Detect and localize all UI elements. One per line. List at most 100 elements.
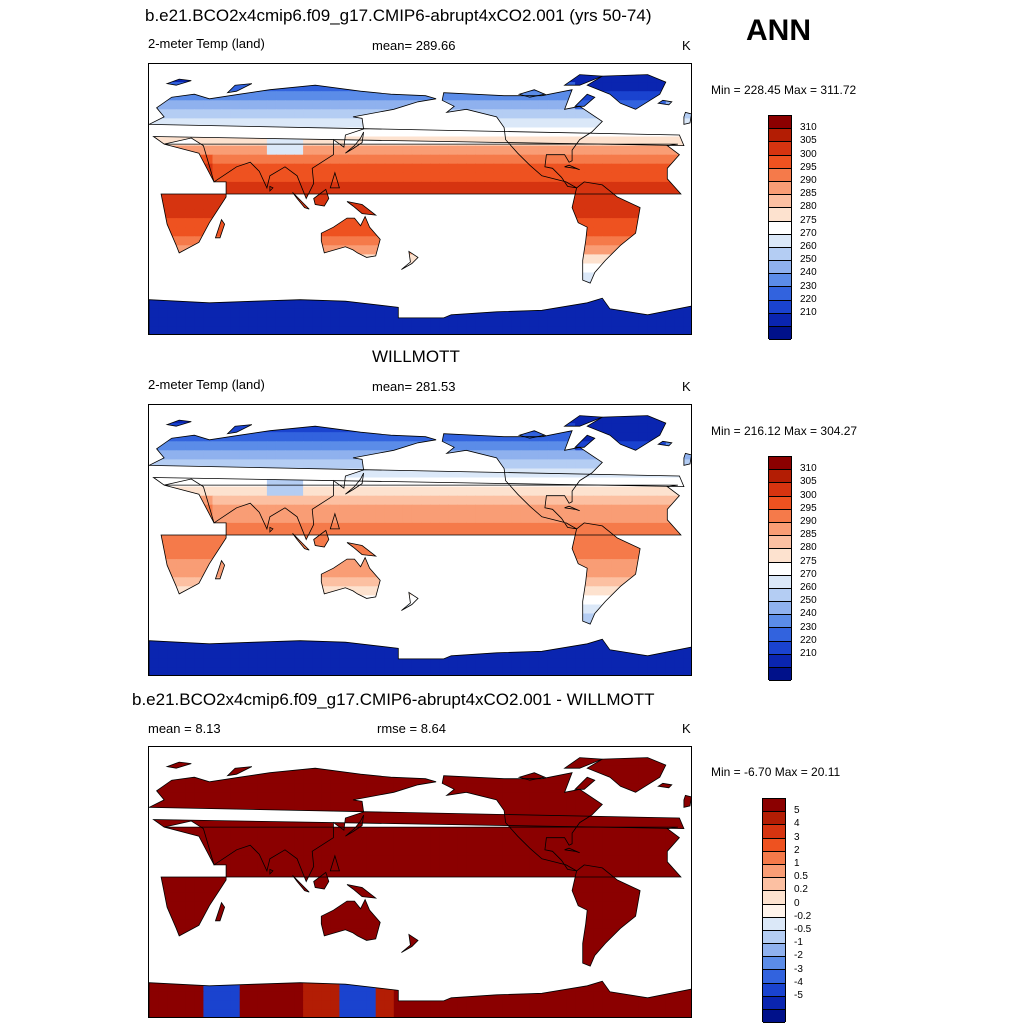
- colorbar-tick-label: 260: [800, 582, 817, 593]
- panel-1-mean-label: mean= 289.66: [372, 38, 456, 53]
- panel-3-mean-label: mean = 8.13: [148, 721, 221, 736]
- colorbar-swatch: [769, 313, 791, 327]
- colorbar-swatch: [769, 155, 791, 169]
- coastlines: [149, 74, 691, 334]
- colorbar-swatch: [763, 917, 785, 931]
- colorbar-tick-label: 250: [800, 254, 817, 266]
- colorbar-swatch: [769, 195, 791, 209]
- colorbar-swatch: [769, 641, 791, 655]
- colorbar-tick-label: 0.5: [794, 871, 808, 883]
- colorbar-swatch: [769, 549, 791, 563]
- colorbar-tick-label: 210: [800, 307, 817, 318]
- colorbar-swatch: [763, 891, 785, 905]
- colorbar-swatch: [769, 470, 791, 484]
- colorbar-tick-label: 275: [800, 555, 817, 567]
- colorbar-swatch: [763, 970, 785, 984]
- colorbar-swatch: [769, 654, 791, 668]
- colorbar-swatch: [769, 615, 791, 629]
- colorbar-swatches: [762, 798, 786, 1024]
- panel-3-map: [148, 746, 692, 1018]
- colorbar-tick-label: 220: [800, 293, 817, 305]
- colorbar-tick-label: 270: [800, 227, 817, 239]
- panel-3-title: b.e21.BCO2x4cmip6.f09_g17.CMIP6-abrupt4x…: [132, 690, 655, 709]
- colorbar-swatch: [769, 327, 791, 341]
- colorbar-tick-label: 220: [800, 634, 817, 646]
- colorbar-swatches: [768, 115, 792, 341]
- colorbar-swatch: [763, 983, 785, 997]
- colorbar-tick-label: -3: [794, 963, 803, 975]
- panel-1-title: b.e21.BCO2x4cmip6.f09_g17.CMIP6-abrupt4x…: [145, 6, 652, 25]
- colorbar-swatch: [763, 799, 785, 813]
- colorbar-tick-label: 1: [794, 858, 800, 869]
- coastlines: [149, 757, 691, 1017]
- panel-2-map: [148, 404, 692, 676]
- colorbar-swatch: [769, 208, 791, 222]
- colorbar-tick-label: 280: [800, 201, 817, 213]
- panel-2-mean-label: mean= 281.53: [372, 379, 456, 394]
- colorbar-tick-label: 210: [800, 648, 817, 659]
- colorbar-tick-label: 240: [800, 608, 817, 620]
- colorbar-swatch: [763, 930, 785, 945]
- colorbar-tick-label: 280: [800, 542, 817, 554]
- colorbar-tick-label: 290: [800, 175, 817, 186]
- colorbar-swatch: [763, 996, 785, 1010]
- panel-3-minmax: Min = -6.70 Max = 20.11: [711, 765, 841, 779]
- colorbar-swatch: [763, 838, 785, 852]
- colorbar-tick-label: 285: [800, 529, 817, 541]
- colorbar-tick-label: 230: [800, 280, 817, 292]
- panel-3-units: K: [682, 721, 691, 736]
- colorbar-swatch: [769, 116, 791, 130]
- colorbar-swatch: [763, 944, 785, 958]
- colorbar-swatch: [763, 851, 785, 865]
- colorbar-swatch: [769, 483, 791, 497]
- colorbar-tick-label: 4: [794, 818, 800, 830]
- colorbar-tick-label: 0.2: [794, 884, 808, 896]
- panel-3-rmse-label: rmse = 8.64: [377, 721, 447, 736]
- colorbar-swatch: [769, 142, 791, 156]
- colorbar-swatch: [763, 812, 785, 826]
- colorbar-swatch: [769, 287, 791, 301]
- colorbar-tick-label: 310: [800, 463, 817, 475]
- colorbar-tick-label: 295: [800, 502, 817, 514]
- colorbar-tick-label: 285: [800, 188, 817, 200]
- colorbar-tick-label: 260: [800, 241, 817, 252]
- colorbar-swatch: [769, 234, 791, 248]
- coastlines: [149, 415, 691, 675]
- colorbar-tick-label: -0.2: [794, 910, 812, 922]
- colorbar-tick-label: 5: [794, 805, 800, 817]
- colorbar-tick-label: 295: [800, 161, 817, 173]
- colorbar-tick-label: 290: [800, 516, 817, 527]
- colorbar-swatch: [769, 457, 791, 471]
- colorbar-swatch: [769, 181, 791, 196]
- panel-1-units: K: [682, 38, 691, 53]
- colorbar-tick-label: 3: [794, 831, 800, 843]
- colorbar-tick-label: 270: [800, 568, 817, 580]
- colorbar-swatch: [769, 536, 791, 550]
- panel-2-variable-label: 2-meter Temp (land): [148, 377, 265, 392]
- panel-2-units: K: [682, 379, 691, 394]
- colorbar-swatch: [769, 562, 791, 576]
- colorbar-swatch: [763, 1010, 785, 1024]
- colorbar-tick-label: 230: [800, 621, 817, 633]
- colorbar-tick-label: 310: [800, 122, 817, 134]
- panel-1-map: [148, 63, 692, 335]
- colorbar-swatch: [763, 904, 785, 918]
- colorbar-tick-label: 300: [800, 148, 817, 160]
- season-label: ANN: [746, 14, 811, 47]
- panel-2-minmax: Min = 216.12 Max = 304.27: [711, 424, 858, 438]
- colorbar-swatches: [768, 456, 792, 682]
- colorbar-swatch: [763, 878, 785, 892]
- colorbar-swatch: [769, 247, 791, 262]
- colorbar-swatch: [769, 300, 791, 314]
- colorbar-swatch: [769, 575, 791, 589]
- land-fill: [149, 757, 691, 1017]
- colorbar-swatch: [769, 628, 791, 642]
- colorbar-swatch: [763, 825, 785, 839]
- colorbar-swatch: [769, 168, 791, 182]
- panel-1-minmax: Min = 228.45 Max = 311.72: [711, 83, 857, 97]
- colorbar-tick-label: 305: [800, 476, 817, 488]
- colorbar-swatch: [769, 129, 791, 143]
- colorbar-swatch: [769, 668, 791, 682]
- colorbar-tick-label: 300: [800, 489, 817, 501]
- colorbar-tick-label: 0: [794, 897, 800, 909]
